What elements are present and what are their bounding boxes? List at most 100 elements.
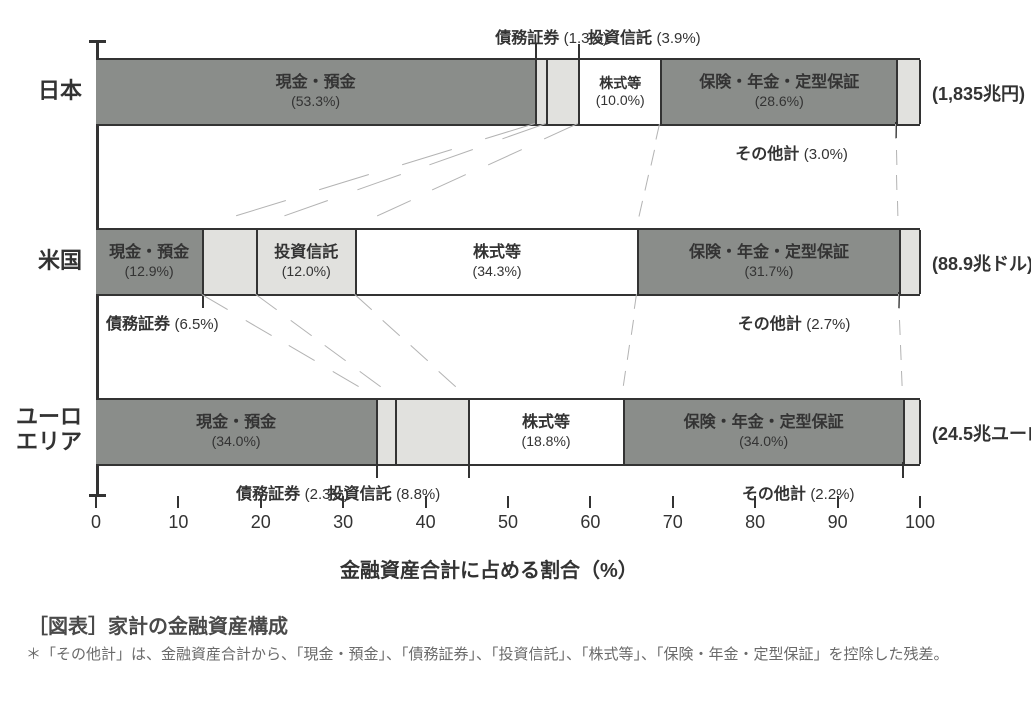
y-axis-cap-top (89, 40, 106, 43)
connector-line (245, 320, 272, 336)
chart-footnote: ＊「その他計」は、金融資産合計から、「現金・預金」、「債務証券」、「投資信託」、… (26, 644, 1006, 667)
connector-line (627, 345, 630, 360)
callout-fund: 投資信託 (3.9%) (588, 24, 701, 48)
segment-stock: 株式等(18.8%) (468, 400, 623, 464)
connector-line (488, 149, 522, 165)
segment-label: 現金・預金(34.0%) (96, 413, 376, 451)
connector-line (411, 345, 429, 361)
x-tick (919, 496, 921, 508)
segment-fund: 投資信託(12.0%) (256, 230, 355, 294)
row-total: (1,835兆円) (932, 80, 1025, 106)
segment-cash: 現金・預金(53.3%) (96, 60, 535, 124)
connector-line (650, 149, 654, 165)
connector-line (332, 371, 359, 387)
segment-debt (535, 60, 546, 124)
connector-line (634, 294, 637, 309)
connector-line (439, 371, 457, 387)
connector-line (901, 371, 903, 386)
connector-line (255, 294, 276, 310)
x-tick-label: 50 (498, 512, 518, 533)
x-tick (589, 496, 591, 508)
segment-label: 投資信託(12.0%) (258, 243, 355, 281)
x-tick-label: 100 (905, 512, 935, 533)
segment-label: 株式等(18.8%) (470, 413, 623, 451)
row-label: ユーロエリア (16, 404, 82, 455)
stacked-bar: 現金・預金(53.3%) 株式等(10.0%)保険・年金・定型保証(28.6%) (96, 58, 920, 126)
row-label: 米国 (38, 248, 82, 273)
connector-line (896, 150, 897, 165)
connector-line (896, 175, 897, 190)
callout-lead (535, 44, 537, 58)
segment-label: 保険・年金・定型保証(28.6%) (662, 73, 896, 111)
connector-line (898, 294, 900, 309)
connector-line (382, 320, 400, 336)
connector-line (325, 345, 346, 361)
segment-fund (546, 60, 578, 124)
chart-title: ［図表］家計の金融資産構成 (28, 610, 288, 639)
segment-ins: 保険・年金・定型保証(28.6%) (660, 60, 896, 124)
stacked-bar: 現金・預金(12.9%) 投資信託(12.0%)株式等(34.3%)保険・年金・定… (96, 228, 920, 296)
row-total: (88.9兆ドル) (932, 250, 1031, 276)
segment-stock: 株式等(10.0%) (578, 60, 660, 124)
callout-lead (578, 44, 580, 58)
segment-label: 保険・年金・定型保証(34.0%) (625, 413, 903, 451)
connector-line (899, 320, 901, 335)
x-tick-label: 80 (745, 512, 765, 533)
connector-line (360, 371, 381, 387)
stacked-bar: 現金・預金(34.0%) 株式等(18.8%)保険・年金・定型保証(34.0%) (96, 398, 920, 466)
connector-line (285, 200, 329, 216)
segment-cash: 現金・預金(12.9%) (96, 230, 202, 294)
callout-lead (468, 462, 470, 478)
connector-line (900, 345, 902, 360)
callout-lead (376, 462, 378, 478)
segment-other (899, 230, 921, 294)
segment-label: 株式等(34.3%) (357, 243, 638, 281)
connector-line (290, 320, 311, 336)
segment-ins: 保険・年金・定型保証(31.7%) (637, 230, 898, 294)
x-tick (672, 496, 674, 508)
x-tick-label: 0 (91, 512, 101, 533)
segment-debt (376, 400, 395, 464)
segment-debt (202, 230, 256, 294)
connector-line (430, 149, 474, 165)
connector-line (639, 200, 643, 216)
connector-line (202, 294, 229, 310)
x-tick-label: 40 (416, 512, 436, 533)
x-tick-label: 90 (828, 512, 848, 533)
segment-other (896, 60, 921, 124)
connector-line (402, 149, 452, 165)
x-tick (95, 496, 97, 508)
connector-line (623, 370, 626, 385)
callout-other: その他計 (3.0%) (735, 140, 848, 164)
connector-line (354, 294, 372, 310)
x-tick (507, 496, 509, 508)
x-tick-label: 70 (663, 512, 683, 533)
segment-stock: 株式等(34.3%) (355, 230, 638, 294)
segment-label: 保険・年金・定型保証(31.7%) (639, 243, 898, 281)
row-total: (24.5兆ユーロ) (932, 420, 1031, 446)
connector-line (897, 201, 898, 216)
x-tick-label: 60 (580, 512, 600, 533)
segment-label: 株式等(10.0%) (580, 75, 660, 109)
callout-lead (902, 462, 904, 478)
connector-line (235, 200, 285, 216)
connector-line (656, 124, 660, 140)
segment-label: 現金・預金(12.9%) (96, 243, 202, 281)
x-tick (177, 496, 179, 508)
connector-line (644, 175, 648, 191)
household-assets-chart: 0102030405060708090100 金融資産合計に占める割合（%） 日… (0, 0, 1031, 705)
x-tick-label: 10 (168, 512, 188, 533)
connector-line (289, 345, 316, 361)
segment-label: 現金・預金(53.3%) (96, 73, 535, 111)
y-axis-cap-bot (89, 494, 106, 497)
segment-fund (395, 400, 468, 464)
x-tick-label: 30 (333, 512, 353, 533)
connector-line (432, 174, 466, 190)
callout-other: その他計 (2.7%) (738, 310, 851, 334)
row-label: 日本 (38, 78, 82, 103)
callout-other: その他計 (2.2%) (742, 480, 855, 504)
connector-line (630, 319, 633, 334)
segment-cash: 現金・預金(34.0%) (96, 400, 376, 464)
callout-debt: 債務証券 (6.5%) (106, 310, 219, 334)
x-tick-label: 20 (251, 512, 271, 533)
